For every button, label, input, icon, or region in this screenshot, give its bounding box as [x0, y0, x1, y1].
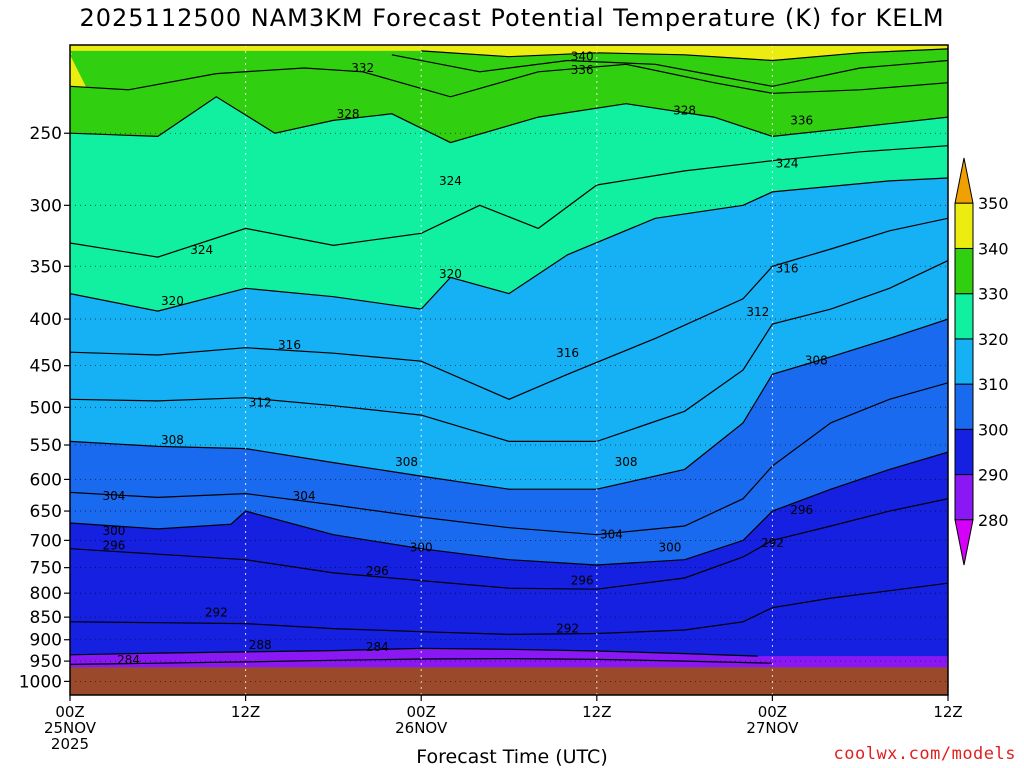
y-tick-label-900: 900	[30, 631, 62, 651]
isotherm-320	[70, 177, 948, 312]
contour-label-16: 312	[249, 396, 272, 410]
x-tick-label-12-0: 12Z	[231, 703, 260, 721]
colorbar-block-280	[954, 474, 974, 521]
contour-label-10: 316	[776, 262, 799, 276]
contour-label-3: 328	[337, 107, 360, 121]
colorbar-block-340	[954, 202, 974, 249]
y-tick-label-650: 650	[30, 502, 62, 522]
x-tick-label-0-1: 25NOV	[44, 719, 97, 737]
contour-label-20: 304	[102, 489, 125, 503]
credit-link[interactable]: coolwx.com/models	[833, 744, 1016, 764]
contour-label-11: 320	[161, 294, 184, 308]
colorbar-label-280: 280	[978, 511, 1009, 530]
y-tick-label-850: 850	[30, 608, 62, 628]
contour-label-24: 304	[600, 528, 623, 542]
contour-label-34: 284	[366, 640, 389, 654]
colorbar-block-320	[954, 293, 974, 340]
contour-label-35: 284	[117, 653, 140, 667]
contour-label-25: 292	[761, 536, 784, 550]
contour-label-6: 324	[439, 174, 462, 188]
contour-label-31: 292	[205, 605, 228, 619]
x-tick-label-24-0: 00Z	[407, 703, 436, 721]
x-tick-label-36-0: 12Z	[582, 703, 611, 721]
contour-label-14: 316	[556, 346, 579, 360]
x-axis-label: Forecast Time (UTC)	[416, 746, 608, 768]
y-tick-label-550: 550	[30, 436, 62, 456]
contour-label-5: 336	[790, 113, 813, 127]
surface-terrain	[70, 667, 948, 695]
colorbar-label-300: 300	[978, 420, 1009, 439]
y-tick-label-250: 250	[30, 124, 62, 144]
colorbar-arrow-top	[954, 157, 974, 204]
contour-label-13: 316	[278, 338, 301, 352]
contour-label-21: 304	[293, 489, 316, 503]
colorbar-arrow-bottom	[954, 519, 974, 566]
colorbar-block-290	[954, 428, 974, 476]
contour-label-30: 296	[571, 574, 594, 588]
y-tick-label-800: 800	[30, 584, 62, 604]
isotherm-288	[70, 647, 758, 657]
contour-label-32: 292	[556, 622, 579, 636]
contour-label-12: 312	[746, 305, 769, 319]
x-tick-label-0-0: 00Z	[55, 703, 84, 721]
contour-label-9: 320	[439, 267, 462, 281]
contour-label-28: 300	[659, 541, 682, 555]
contour-label-29: 296	[366, 564, 389, 578]
contour-label-15: 308	[805, 353, 828, 367]
colorbar-label-290: 290	[978, 466, 1009, 485]
contour-label-7: 324	[776, 157, 799, 171]
y-tick-label-700: 700	[30, 531, 62, 551]
contour-label-4: 328	[673, 103, 696, 117]
colorbar-block-300	[954, 383, 974, 430]
contour-label-26: 296	[102, 538, 125, 552]
contour-label-23: 300	[102, 524, 125, 538]
contour-label-19: 308	[615, 455, 638, 469]
y-tick-label-500: 500	[30, 398, 62, 418]
contour-label-1: 340	[571, 50, 594, 64]
isotherm-340	[421, 48, 948, 62]
contour-label-33: 288	[249, 638, 272, 652]
contour-label-22: 296	[790, 503, 813, 517]
contour-label-8: 324	[190, 243, 213, 257]
contour-label-0: 332	[351, 61, 374, 75]
x-tick-label-48-1: 27NOV	[746, 719, 799, 737]
y-tick-label-300: 300	[30, 196, 62, 216]
x-tick-label-60-0: 12Z	[933, 703, 962, 721]
isotherm-304	[70, 382, 948, 536]
isotherm-296	[70, 498, 948, 590]
isotherm-316	[70, 217, 948, 400]
colorbar-label-310: 310	[978, 375, 1009, 394]
colorbar-block-330	[954, 247, 974, 295]
isotherm-300	[70, 451, 948, 566]
y-tick-label-600: 600	[30, 470, 62, 490]
colorbar-block-310	[954, 338, 974, 385]
y-tick-label-750: 750	[30, 559, 62, 579]
x-tick-label-0-2: 2025	[51, 735, 89, 753]
x-tick-label-48-0: 00Z	[758, 703, 787, 721]
contour-label-17: 308	[161, 433, 184, 447]
colorbar-label-330: 330	[978, 285, 1009, 304]
isotherm-332	[70, 63, 948, 98]
plot-frame	[69, 44, 949, 696]
contour-label-27: 300	[410, 541, 433, 555]
y-tick-label-950: 950	[30, 652, 62, 672]
y-tick-label-1000: 1000	[19, 672, 62, 692]
y-tick-label-350: 350	[30, 257, 62, 277]
y-tick-label-450: 450	[30, 357, 62, 377]
chart-title: 2025112500 NAM3KM Forecast Potential Tem…	[79, 4, 945, 32]
isotherm-336	[391, 54, 948, 87]
isotherm-324	[70, 145, 948, 258]
colorbar-label-350: 350	[978, 194, 1009, 213]
contour-label-2: 336	[571, 63, 594, 77]
y-tick-label-400: 400	[30, 310, 62, 330]
x-tick-label-24-1: 26NOV	[395, 719, 448, 737]
colorbar-label-320: 320	[978, 330, 1009, 349]
contour-label-18: 308	[395, 455, 418, 469]
colorbar-label-340: 340	[978, 239, 1009, 258]
